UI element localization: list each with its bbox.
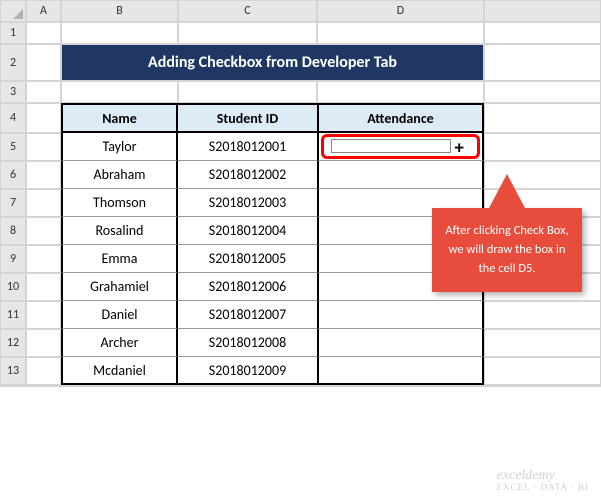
cell-e14[interactable] — [484, 385, 601, 387]
cell-e4[interactable] — [484, 103, 601, 133]
header-name[interactable]: Name — [61, 103, 178, 133]
cell-a8[interactable] — [26, 217, 61, 245]
col-header-d[interactable]: D — [317, 0, 484, 22]
cell-id-6[interactable]: S2018012007 — [178, 301, 317, 329]
cell-attendance-6[interactable] — [317, 301, 484, 329]
cell-name-1[interactable]: Abraham — [61, 161, 178, 189]
cell-name-6[interactable]: Daniel — [61, 301, 178, 329]
watermark: exceldemy EXCEL · DATA · BI — [497, 468, 589, 492]
cell-a1[interactable] — [26, 22, 61, 44]
row-header-3[interactable]: 3 — [0, 81, 26, 103]
cell-e1[interactable] — [484, 22, 601, 44]
cell-d1[interactable] — [317, 22, 484, 44]
row-header-5[interactable]: 5 — [0, 133, 26, 161]
row-header-2[interactable]: 2 — [0, 44, 26, 81]
cell-b1[interactable] — [61, 22, 178, 44]
cell-name-7[interactable]: Archer — [61, 329, 178, 357]
cell-id-0[interactable]: S2018012001 — [178, 133, 317, 161]
col-header-a[interactable]: A — [26, 0, 61, 22]
row-header-empty — [0, 385, 26, 387]
title-cell[interactable]: Adding Checkbox from Developer Tab — [61, 44, 484, 81]
cell-e12[interactable] — [484, 329, 601, 357]
crosshair-cursor-icon: + — [454, 137, 464, 156]
col-header-empty — [484, 0, 601, 22]
cell-d3[interactable] — [317, 81, 484, 103]
cell-name-0[interactable]: Taylor — [61, 133, 178, 161]
col-header-b[interactable]: B — [61, 0, 178, 22]
cell-a7[interactable] — [26, 189, 61, 217]
row-header-11[interactable]: 11 — [0, 301, 26, 329]
cell-id-7[interactable]: S2018012008 — [178, 329, 317, 357]
row-header-9[interactable]: 9 — [0, 245, 26, 273]
cell-name-4[interactable]: Emma — [61, 245, 178, 273]
cell-a10[interactable] — [26, 273, 61, 301]
cell-name-8[interactable]: Mcdaniel — [61, 357, 178, 385]
cell-a2[interactable] — [26, 44, 61, 81]
cell-b14[interactable] — [61, 385, 178, 387]
cell-e11[interactable] — [484, 301, 601, 329]
cell-id-1[interactable]: S2018012002 — [178, 161, 317, 189]
col-header-c[interactable]: C — [178, 0, 317, 22]
cell-name-5[interactable]: Grahamiel — [61, 273, 178, 301]
cell-a3[interactable] — [26, 81, 61, 103]
cell-b3[interactable] — [61, 81, 178, 103]
cell-id-8[interactable]: S2018012009 — [178, 357, 317, 385]
cell-e13[interactable] — [484, 357, 601, 385]
callout-box: After clicking Check Box, we will draw t… — [432, 208, 582, 292]
cell-e3[interactable] — [484, 81, 601, 103]
cell-a12[interactable] — [26, 329, 61, 357]
cell-a13[interactable] — [26, 357, 61, 385]
cell-id-2[interactable]: S2018012003 — [178, 189, 317, 217]
cell-name-3[interactable]: Rosalind — [61, 217, 178, 245]
cell-a14[interactable] — [26, 385, 61, 387]
cell-id-4[interactable]: S2018012005 — [178, 245, 317, 273]
cell-c3[interactable] — [178, 81, 317, 103]
cell-a4[interactable] — [26, 103, 61, 133]
row-header-6[interactable]: 6 — [0, 161, 26, 189]
cell-a5[interactable] — [26, 133, 61, 161]
watermark-main: exceldemy — [497, 468, 555, 483]
watermark-sub: EXCEL · DATA · BI — [497, 482, 589, 492]
cell-a11[interactable] — [26, 301, 61, 329]
row-header-8[interactable]: 8 — [0, 217, 26, 245]
cell-e2[interactable] — [484, 44, 601, 81]
row-header-4[interactable]: 4 — [0, 103, 26, 133]
checkbox-draw-area[interactable] — [331, 139, 451, 153]
cell-e5[interactable] — [484, 133, 601, 161]
cell-id-3[interactable]: S2018012004 — [178, 217, 317, 245]
header-student-id[interactable]: Student ID — [178, 103, 317, 133]
cell-attendance-8[interactable] — [317, 357, 484, 385]
row-header-10[interactable]: 10 — [0, 273, 26, 301]
select-all-corner[interactable] — [0, 0, 26, 22]
cell-attendance-0[interactable]: + — [317, 133, 484, 161]
cell-name-2[interactable]: Thomson — [61, 189, 178, 217]
cell-a6[interactable] — [26, 161, 61, 189]
cell-attendance-7[interactable] — [317, 329, 484, 357]
row-header-7[interactable]: 7 — [0, 189, 26, 217]
cell-attendance-1[interactable] — [317, 161, 484, 189]
header-attendance[interactable]: Attendance — [317, 103, 484, 133]
cell-a9[interactable] — [26, 245, 61, 273]
cell-c1[interactable] — [178, 22, 317, 44]
cell-d14[interactable] — [317, 385, 484, 387]
cell-id-5[interactable]: S2018012006 — [178, 273, 317, 301]
row-header-12[interactable]: 12 — [0, 329, 26, 357]
row-header-1[interactable]: 1 — [0, 22, 26, 44]
cell-c14[interactable] — [178, 385, 317, 387]
row-header-13[interactable]: 13 — [0, 357, 26, 385]
